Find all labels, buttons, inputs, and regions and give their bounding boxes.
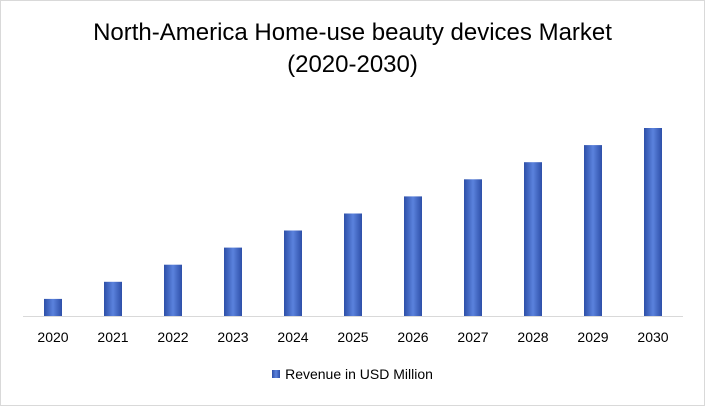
x-tick-label-2020: 2020 <box>37 329 68 345</box>
bar-2030 <box>644 128 662 316</box>
legend-swatch <box>272 370 281 378</box>
chart-title: North-America Home-use beauty devices Ma… <box>1 17 704 81</box>
x-tick-label-2022: 2022 <box>157 329 188 345</box>
x-tick-label-2021: 2021 <box>97 329 128 345</box>
legend-label: Revenue in USD Million <box>285 366 433 382</box>
x-tick-label-2023: 2023 <box>217 329 248 345</box>
legend: Revenue in USD Million <box>1 366 704 382</box>
x-tick-label-2028: 2028 <box>517 329 548 345</box>
bar-2025 <box>344 213 362 316</box>
bar-2027 <box>464 179 482 316</box>
x-tick-label-2029: 2029 <box>577 329 608 345</box>
chart-title-line-2: (2020-2030) <box>287 51 418 78</box>
x-tick-label-2027: 2027 <box>457 329 488 345</box>
chart-title-line-1: North-America Home-use beauty devices Ma… <box>93 19 612 46</box>
x-tick-label-2024: 2024 <box>277 329 308 345</box>
x-tick-label-2026: 2026 <box>397 329 428 345</box>
bar-2026 <box>404 196 422 316</box>
bar-2028 <box>524 162 542 316</box>
bar-2022 <box>164 264 182 316</box>
bar-2020 <box>44 298 62 316</box>
x-tick-label-2030: 2030 <box>637 329 668 345</box>
bar-2021 <box>104 281 122 316</box>
bar-2024 <box>284 230 302 316</box>
bar-2023 <box>224 247 242 316</box>
x-tick-label-2025: 2025 <box>337 329 368 345</box>
bar-2029 <box>584 145 602 316</box>
